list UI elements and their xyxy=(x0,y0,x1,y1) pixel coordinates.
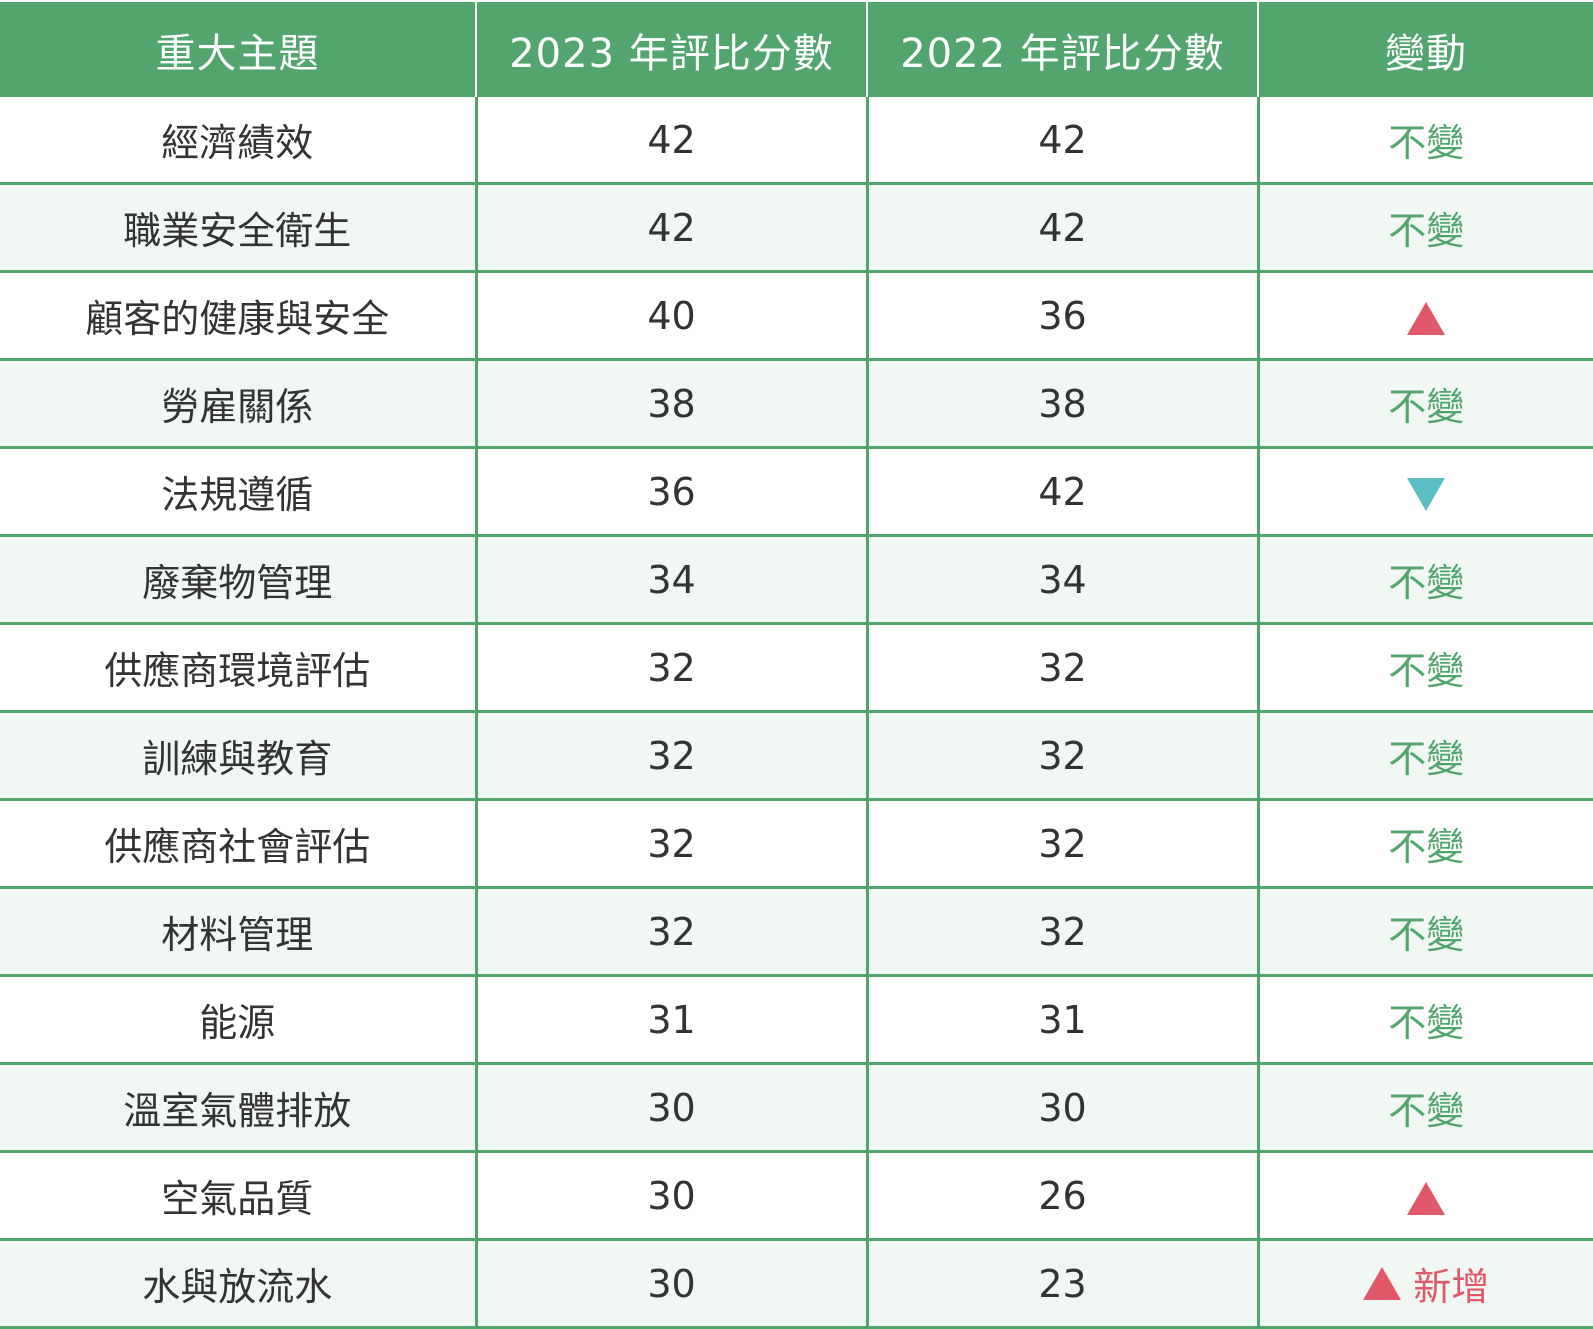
topic-cell: 能源 xyxy=(0,975,476,1065)
table-row: 法規遵循 36 42 xyxy=(0,447,1593,537)
change-cell: 不變 xyxy=(1256,359,1593,449)
score-2022-cell: 38 xyxy=(865,359,1258,449)
topic-cell: 訓練與教育 xyxy=(0,711,476,801)
triangle-up-icon xyxy=(1407,1181,1446,1215)
change-label: 不變 xyxy=(1388,649,1465,693)
triangle-up-icon xyxy=(1407,301,1446,335)
table-row: 溫室氣體排放 30 30 不變 xyxy=(0,1063,1593,1153)
change-cell: 不變 xyxy=(1256,799,1593,889)
score-2023-cell: 32 xyxy=(474,799,867,889)
topic-cell: 供應商社會評估 xyxy=(0,799,476,889)
new-change-group: 新增 xyxy=(1363,1256,1489,1311)
topic-cell: 勞雇關係 xyxy=(0,359,476,449)
triangle-down-icon xyxy=(1407,477,1446,511)
score-2023-cell: 32 xyxy=(474,711,867,801)
table-row: 經濟績效 42 42 不變 xyxy=(0,97,1593,185)
score-2022-cell: 32 xyxy=(865,711,1258,801)
change-cell: 不變 xyxy=(1256,97,1593,185)
score-2022-cell: 32 xyxy=(865,623,1258,713)
change-cell: 不變 xyxy=(1256,975,1593,1065)
score-2023-cell: 42 xyxy=(474,183,867,273)
score-2023-cell: 38 xyxy=(474,359,867,449)
change-cell: 不變 xyxy=(1256,711,1593,801)
table-row: 訓練與教育 32 32 不變 xyxy=(0,711,1593,801)
header-score-2022: 2022 年評比分數 xyxy=(866,0,1259,97)
table-row: 勞雇關係 38 38 不變 xyxy=(0,359,1593,449)
change-label: 不變 xyxy=(1388,1089,1465,1133)
table-row: 職業安全衛生 42 42 不變 xyxy=(0,183,1593,273)
triangle-up-icon xyxy=(1363,1267,1402,1300)
change-cell: 不變 xyxy=(1256,887,1593,977)
header-score-2023: 2023 年評比分數 xyxy=(475,0,868,97)
table-row: 顧客的健康與安全 40 36 xyxy=(0,271,1593,361)
topic-cell: 溫室氣體排放 xyxy=(0,1063,476,1153)
table-row: 能源 31 31 不變 xyxy=(0,975,1593,1065)
topic-cell: 經濟績效 xyxy=(0,97,476,185)
score-2023-cell: 30 xyxy=(474,1151,867,1241)
topic-cell: 顧客的健康與安全 xyxy=(0,271,476,361)
score-2022-cell: 30 xyxy=(865,1063,1258,1153)
table-row: 供應商社會評估 32 32 不變 xyxy=(0,799,1593,889)
score-2023-cell: 32 xyxy=(474,887,867,977)
topic-cell: 廢棄物管理 xyxy=(0,535,476,625)
topic-cell: 法規遵循 xyxy=(0,447,476,537)
change-label: 不變 xyxy=(1388,209,1465,253)
score-2022-cell: 42 xyxy=(865,97,1258,185)
table-row: 材料管理 32 32 不變 xyxy=(0,887,1593,977)
change-cell: 新增 xyxy=(1256,1239,1593,1329)
score-2023-cell: 30 xyxy=(474,1239,867,1329)
score-2022-cell: 42 xyxy=(865,447,1258,537)
table-header-row: 重大主題 2023 年評比分數 2022 年評比分數 變動 xyxy=(0,0,1593,97)
header-change: 變動 xyxy=(1257,0,1593,97)
change-label: 新增 xyxy=(1413,1265,1490,1309)
topic-cell: 空氣品質 xyxy=(0,1151,476,1241)
change-cell: 不變 xyxy=(1256,623,1593,713)
table-row: 廢棄物管理 34 34 不變 xyxy=(0,535,1593,625)
topic-cell: 水與放流水 xyxy=(0,1239,476,1329)
table-row: 供應商環境評估 32 32 不變 xyxy=(0,623,1593,713)
score-2022-cell: 36 xyxy=(865,271,1258,361)
table-row: 空氣品質 30 26 xyxy=(0,1151,1593,1241)
table-body: 經濟績效 42 42 不變 職業安全衛生 42 42 不變 顧客的健康與安全 40 36 勞雇關係 38… xyxy=(0,97,1593,1329)
score-2023-cell: 40 xyxy=(474,271,867,361)
score-2023-cell: 32 xyxy=(474,623,867,713)
change-label: 不變 xyxy=(1388,385,1465,429)
score-2022-cell: 23 xyxy=(865,1239,1258,1329)
change-cell: 不變 xyxy=(1256,1063,1593,1153)
header-topic: 重大主題 xyxy=(0,0,477,97)
change-cell: 不變 xyxy=(1256,183,1593,273)
table-row: 水與放流水 30 23 新增 xyxy=(0,1239,1593,1329)
score-2023-cell: 36 xyxy=(474,447,867,537)
change-label: 不變 xyxy=(1388,561,1465,605)
change-cell: 不變 xyxy=(1256,535,1593,625)
score-2023-cell: 42 xyxy=(474,97,867,185)
change-label: 不變 xyxy=(1388,825,1465,869)
topic-cell: 供應商環境評估 xyxy=(0,623,476,713)
score-2022-cell: 34 xyxy=(865,535,1258,625)
score-2022-cell: 32 xyxy=(865,799,1258,889)
change-label: 不變 xyxy=(1388,737,1465,781)
score-2023-cell: 30 xyxy=(474,1063,867,1153)
change-cell xyxy=(1256,271,1593,361)
change-label: 不變 xyxy=(1388,1001,1465,1045)
score-2023-cell: 31 xyxy=(474,975,867,1065)
change-cell xyxy=(1256,1151,1593,1241)
change-label: 不變 xyxy=(1388,121,1465,165)
change-label: 不變 xyxy=(1388,913,1465,957)
change-cell xyxy=(1256,447,1593,537)
topic-cell: 材料管理 xyxy=(0,887,476,977)
score-2022-cell: 42 xyxy=(865,183,1258,273)
score-2023-cell: 34 xyxy=(474,535,867,625)
topic-cell: 職業安全衛生 xyxy=(0,183,476,273)
score-2022-cell: 26 xyxy=(865,1151,1258,1241)
score-2022-cell: 31 xyxy=(865,975,1258,1065)
score-2022-cell: 32 xyxy=(865,887,1258,977)
